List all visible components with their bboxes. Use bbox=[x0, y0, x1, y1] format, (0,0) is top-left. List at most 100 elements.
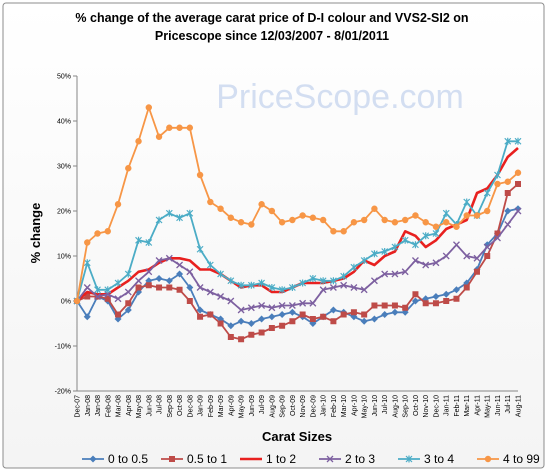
marker bbox=[340, 272, 348, 280]
x-tick-label: Feb-08 bbox=[105, 395, 112, 417]
legend-marker bbox=[405, 455, 413, 463]
marker bbox=[227, 214, 235, 221]
marker bbox=[309, 316, 316, 322]
marker bbox=[432, 223, 440, 230]
marker bbox=[83, 284, 91, 291]
marker bbox=[278, 302, 286, 309]
x-tick-label: Mar-10 bbox=[341, 395, 348, 417]
marker bbox=[289, 216, 296, 224]
marker bbox=[258, 279, 266, 287]
marker bbox=[350, 263, 358, 271]
marker bbox=[217, 293, 225, 300]
x-tick-label: Jul-08 bbox=[157, 395, 164, 414]
marker bbox=[350, 309, 357, 316]
marker bbox=[227, 277, 235, 285]
y-tick-label: 0% bbox=[61, 299, 71, 306]
marker bbox=[515, 181, 521, 187]
x-tick-label: Oct-10 bbox=[413, 395, 420, 416]
marker bbox=[494, 234, 501, 242]
x-tick-label: Mar-09 bbox=[218, 395, 225, 417]
marker bbox=[514, 205, 522, 213]
marker bbox=[412, 291, 419, 298]
marker bbox=[329, 306, 337, 314]
marker bbox=[207, 198, 214, 206]
marker bbox=[176, 124, 183, 131]
marker bbox=[176, 286, 183, 293]
marker bbox=[402, 304, 409, 311]
marker bbox=[319, 216, 327, 224]
marker bbox=[309, 275, 317, 282]
x-tick-label: Apr-08 bbox=[126, 395, 133, 416]
watermark: PriceScope.com bbox=[216, 78, 464, 116]
marker bbox=[360, 216, 368, 224]
marker bbox=[288, 308, 296, 316]
marker bbox=[299, 311, 306, 318]
marker bbox=[473, 268, 480, 275]
marker bbox=[422, 219, 429, 226]
marker bbox=[442, 290, 450, 298]
x-tick-label: Jul-11 bbox=[505, 395, 512, 414]
marker bbox=[504, 221, 512, 228]
marker bbox=[319, 286, 327, 294]
marker bbox=[114, 279, 122, 287]
x-tick-label: May-11 bbox=[485, 395, 492, 418]
x-tick-label: Mar-08 bbox=[116, 395, 123, 417]
x-tick-label: Apr-11 bbox=[474, 395, 481, 416]
y-axis-title: % change bbox=[28, 203, 43, 264]
x-tick-label: Jan-11 bbox=[444, 395, 451, 416]
marker bbox=[473, 254, 481, 262]
marker bbox=[104, 228, 111, 235]
x-tick-label: Jun-11 bbox=[495, 395, 502, 416]
x-tick-label: Jun-10 bbox=[372, 395, 379, 417]
x-tick-label: Aug-11 bbox=[516, 395, 523, 417]
marker bbox=[360, 286, 368, 294]
marker bbox=[483, 243, 491, 251]
marker bbox=[422, 300, 429, 307]
legend-marker bbox=[326, 455, 334, 463]
marker bbox=[401, 236, 409, 244]
marker bbox=[381, 311, 389, 318]
marker bbox=[94, 293, 101, 300]
x-tick-label: Apr-09 bbox=[228, 395, 235, 416]
marker bbox=[320, 313, 327, 320]
x-tick-label: Dec-09 bbox=[310, 395, 317, 418]
marker bbox=[206, 288, 214, 296]
chart-frame bbox=[2, 2, 545, 469]
x-tick-label: Jan-08 bbox=[85, 395, 92, 417]
marker bbox=[412, 241, 419, 249]
marker bbox=[197, 313, 204, 320]
marker bbox=[196, 245, 204, 253]
legend-marker bbox=[484, 455, 492, 463]
x-tick-label: May-10 bbox=[362, 395, 369, 418]
marker bbox=[206, 261, 214, 269]
marker bbox=[125, 300, 132, 307]
marker bbox=[514, 137, 522, 145]
series bbox=[73, 137, 522, 305]
marker bbox=[299, 299, 307, 307]
x-axis-title: Carat Sizes bbox=[262, 429, 332, 444]
marker bbox=[186, 209, 194, 217]
marker bbox=[278, 219, 286, 226]
marker bbox=[453, 223, 460, 230]
marker bbox=[196, 306, 204, 314]
x-tick-label: Feb-11 bbox=[454, 395, 461, 417]
marker bbox=[452, 286, 460, 294]
marker bbox=[237, 317, 245, 325]
marker bbox=[248, 331, 255, 338]
marker bbox=[73, 297, 81, 305]
marker bbox=[391, 270, 399, 278]
x-tick-label: Jul-09 bbox=[259, 395, 266, 414]
marker bbox=[514, 169, 522, 176]
marker bbox=[247, 320, 255, 327]
marker bbox=[401, 268, 409, 276]
marker bbox=[504, 190, 511, 196]
marker bbox=[94, 286, 101, 294]
x-tick-label: Jul-10 bbox=[382, 395, 389, 414]
y-tick-label: -20% bbox=[55, 389, 71, 396]
marker bbox=[432, 293, 440, 300]
marker bbox=[258, 329, 265, 336]
marker bbox=[340, 311, 347, 318]
marker bbox=[135, 236, 142, 244]
marker bbox=[411, 257, 419, 264]
marker bbox=[145, 282, 152, 289]
